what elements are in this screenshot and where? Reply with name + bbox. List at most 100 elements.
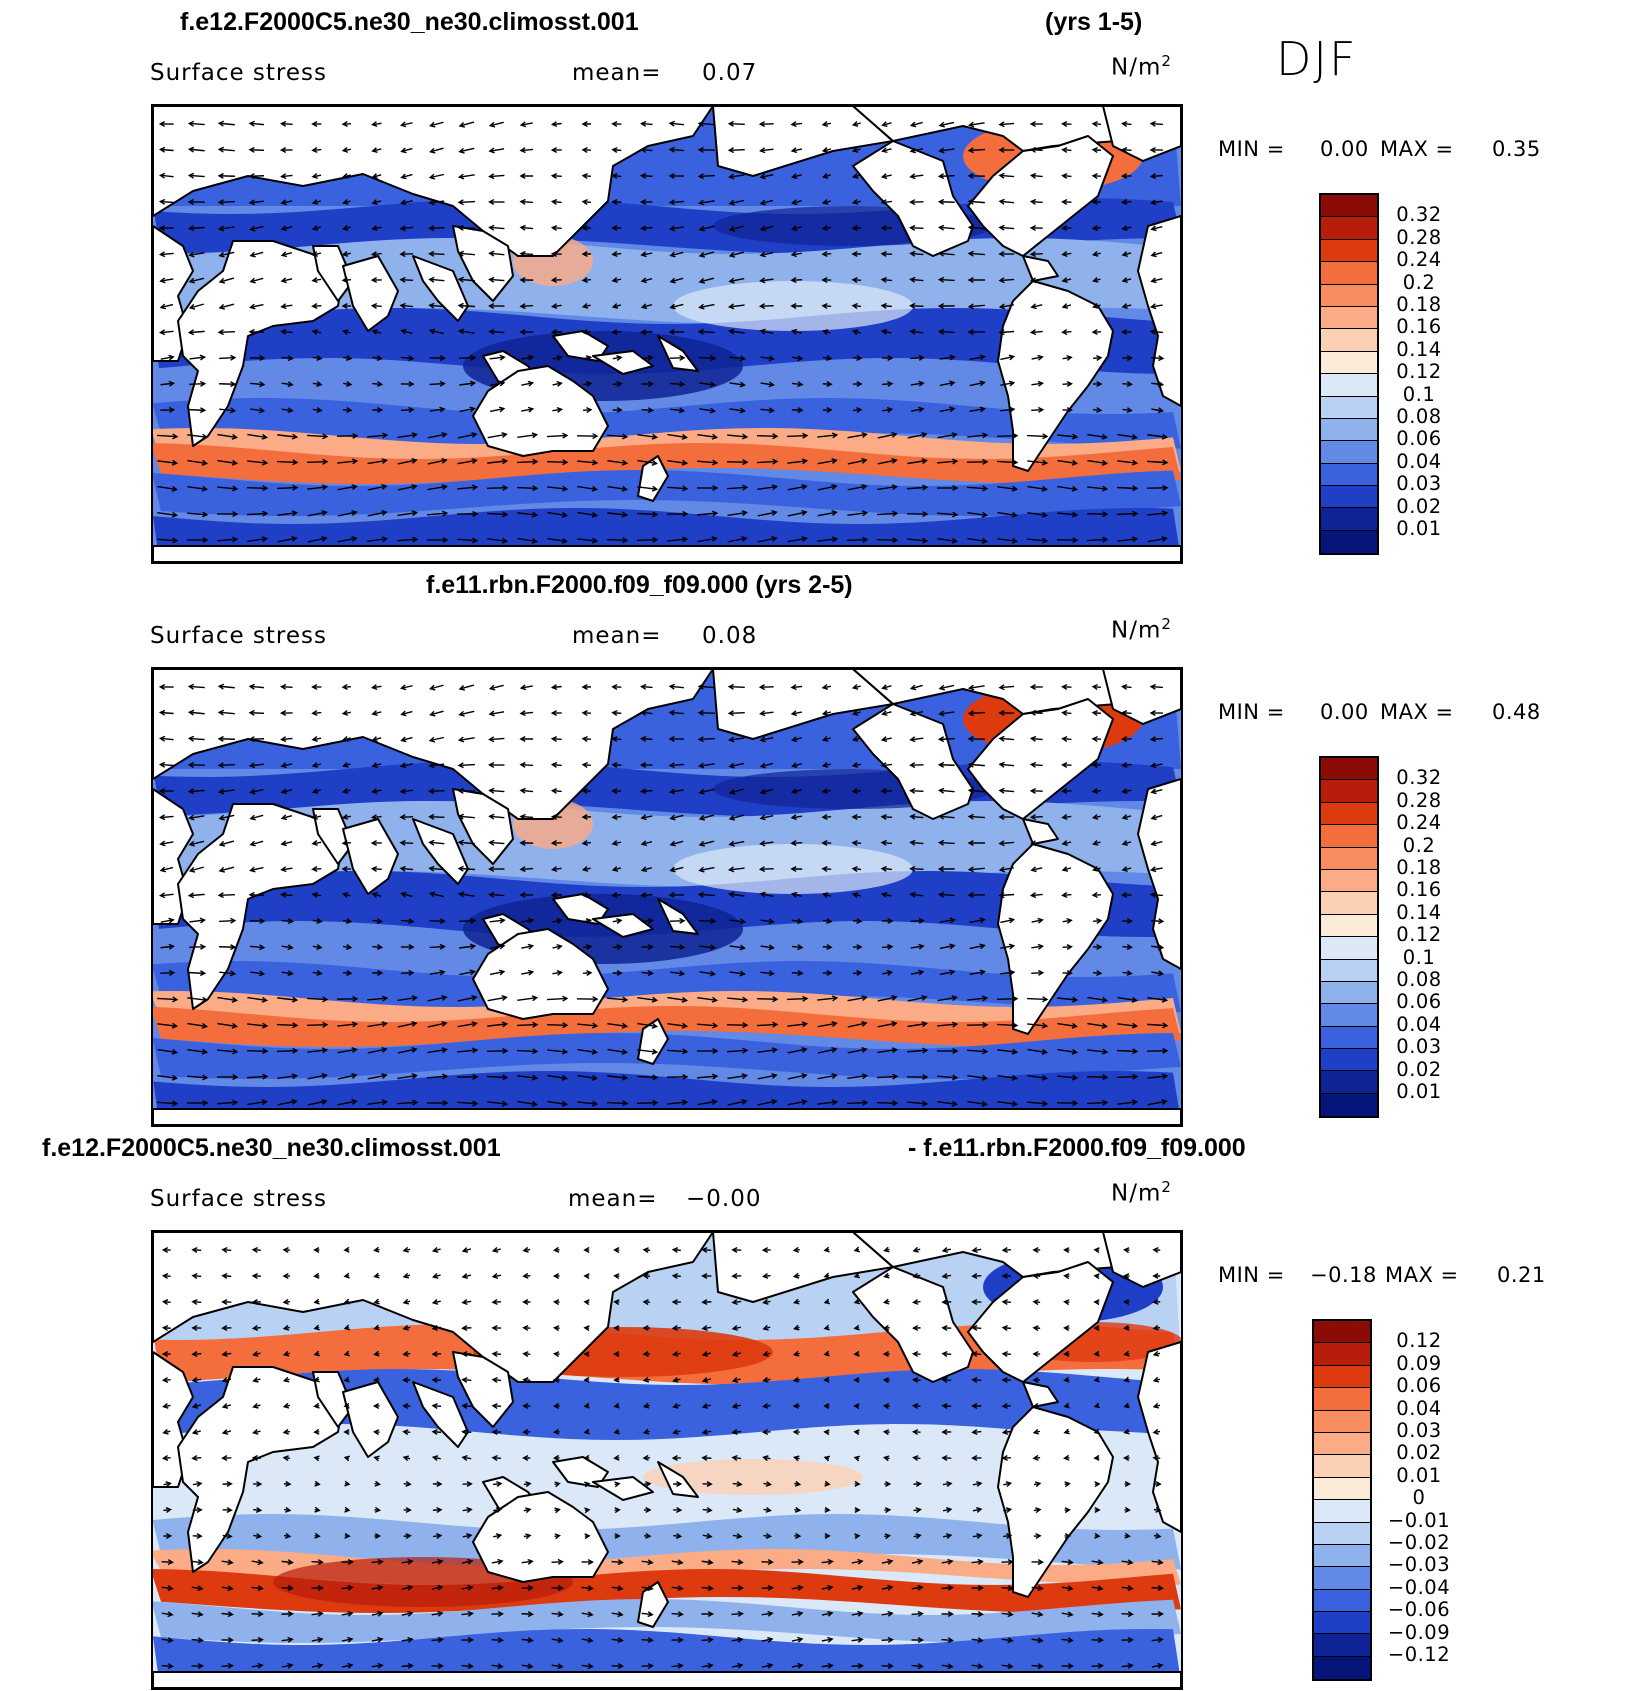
colorbar-swatch — [1314, 1321, 1370, 1344]
panel1-variable-label: Surface stress — [150, 60, 327, 86]
colorbar-swatch — [1314, 1455, 1370, 1478]
panel1-colorbar — [1319, 193, 1379, 556]
colorbar-swatch — [1321, 239, 1377, 263]
colorbar-swatch — [1321, 1004, 1377, 1027]
panel2-mean-value: 0.08 — [702, 623, 758, 649]
panel1-max-value: 0.35 — [1492, 137, 1541, 161]
colorbar-tick-label: 0.02 — [1396, 1057, 1442, 1081]
panel2-max-label: MAX = — [1380, 700, 1454, 724]
colorbar-tick-label: 0.02 — [1396, 494, 1442, 518]
panel2-map — [151, 667, 1183, 1127]
panel3-title-case-a: f.e12.F2000C5.ne30_ne30.climosst.001 — [42, 1134, 501, 1162]
panel1-max-label: MAX = — [1380, 137, 1454, 161]
colorbar-tick-label: 0.06 — [1396, 990, 1442, 1014]
panel1-units: N/m2 — [1111, 52, 1172, 81]
panel1-title-case: f.e12.F2000C5.ne30_ne30.climosst.001 — [180, 8, 639, 36]
colorbar-tick-label: −0.09 — [1387, 1620, 1451, 1644]
colorbar-swatch — [1314, 1612, 1370, 1635]
colorbar-tick-label: −0.01 — [1387, 1508, 1451, 1532]
panel1-map — [151, 104, 1183, 564]
colorbar-tick-label: 0.1 — [1402, 382, 1436, 406]
colorbar-tick-label: 0.04 — [1396, 1396, 1442, 1420]
colorbar-swatch — [1314, 1567, 1370, 1590]
colorbar-swatch — [1321, 463, 1377, 487]
colorbar-swatch — [1321, 351, 1377, 375]
panel1-title-years: (yrs 1-5) — [1045, 8, 1143, 36]
colorbar-swatch — [1321, 217, 1377, 240]
panel3-title-case-b: - f.e11.rbn.F2000.f09_f09.000 — [908, 1134, 1246, 1162]
colorbar-swatch — [1321, 396, 1377, 419]
colorbar-tick-label: 0.24 — [1396, 248, 1442, 272]
colorbar-swatch — [1321, 892, 1377, 915]
panel3-min-value: −0.18 — [1310, 1263, 1377, 1287]
colorbar-tick-label: 0.04 — [1396, 449, 1442, 473]
panel2-units: N/m2 — [1111, 615, 1172, 644]
colorbar-swatch — [1321, 1093, 1377, 1117]
colorbar-swatch — [1321, 1071, 1377, 1094]
colorbar-swatch — [1321, 914, 1377, 938]
colorbar-tick-label: 0.09 — [1396, 1351, 1442, 1375]
panel3-variable-label: Surface stress — [150, 1186, 327, 1212]
colorbar-swatch — [1321, 959, 1377, 982]
colorbar-tick-label: 0.24 — [1396, 811, 1442, 835]
season-label: DJF — [1276, 32, 1358, 86]
panel1-min-label: MIN = — [1218, 137, 1285, 161]
colorbar-swatch — [1314, 1656, 1370, 1680]
colorbar-swatch — [1321, 1049, 1377, 1072]
panel3-min-label: MIN = — [1218, 1263, 1285, 1287]
colorbar-swatch — [1321, 1026, 1377, 1050]
colorbar-swatch — [1314, 1477, 1370, 1501]
panel2-min-value: 0.00 — [1320, 700, 1369, 724]
colorbar-tick-label: 0.16 — [1396, 315, 1442, 339]
colorbar-tick-label: −0.04 — [1387, 1575, 1451, 1599]
colorbar-tick-label: 0.12 — [1396, 360, 1442, 384]
colorbar-tick-label: 0.06 — [1396, 427, 1442, 451]
colorbar-tick-label: 0.28 — [1396, 788, 1442, 812]
panel1-mean-label: mean= — [572, 60, 662, 86]
colorbar-swatch — [1314, 1544, 1370, 1568]
panel2-title-case: f.e11.rbn.F2000.f09_f09.000 (yrs 2-5) — [426, 571, 853, 599]
panel3-mean-label: mean= — [568, 1186, 658, 1212]
colorbar-tick-label: 0.16 — [1396, 878, 1442, 902]
panel3-max-value: 0.21 — [1497, 1263, 1546, 1287]
colorbar-tick-label: 0.08 — [1396, 405, 1442, 428]
colorbar-tick-label: 0.32 — [1396, 766, 1442, 790]
colorbar-swatch — [1314, 1388, 1370, 1411]
panel1-min-value: 0.00 — [1320, 137, 1369, 161]
colorbar-swatch — [1321, 486, 1377, 509]
colorbar-swatch — [1314, 1522, 1370, 1545]
colorbar-tick-label: 0.01 — [1396, 517, 1442, 540]
colorbar-swatch — [1321, 195, 1377, 218]
colorbar-tick-label: 0.08 — [1396, 968, 1442, 991]
colorbar-swatch — [1321, 780, 1377, 803]
colorbar-swatch — [1321, 418, 1377, 442]
colorbar-tick-label: 0.14 — [1396, 337, 1442, 361]
colorbar-swatch — [1314, 1343, 1370, 1366]
colorbar-swatch — [1314, 1365, 1370, 1389]
colorbar-tick-label: −0.03 — [1387, 1553, 1451, 1577]
colorbar-tick-label: 0.2 — [1402, 270, 1436, 294]
colorbar-tick-label: 0 — [1412, 1486, 1426, 1510]
colorbar-tick-label: 0.03 — [1396, 1035, 1442, 1059]
colorbar-tick-label: 0.03 — [1396, 472, 1442, 496]
colorbar-tick-label: 0.12 — [1396, 1329, 1442, 1353]
colorbar-tick-label: 0.18 — [1396, 293, 1442, 316]
colorbar-swatch — [1321, 284, 1377, 307]
colorbar-tick-label: 0.1 — [1402, 945, 1436, 969]
colorbar-swatch — [1314, 1634, 1370, 1657]
colorbar-swatch — [1314, 1410, 1370, 1433]
colorbar-tick-label: 0.18 — [1396, 856, 1442, 879]
colorbar-tick-label: 0.06 — [1396, 1374, 1442, 1398]
colorbar-swatch — [1321, 374, 1377, 397]
panel2-max-value: 0.48 — [1492, 700, 1541, 724]
colorbar-tick-label: 0.02 — [1396, 1441, 1442, 1465]
colorbar-tick-label: 0.28 — [1396, 225, 1442, 249]
panel2-colorbar — [1319, 756, 1379, 1119]
panel3-colorbar — [1312, 1319, 1372, 1682]
colorbar-swatch — [1321, 530, 1377, 554]
colorbar-swatch — [1321, 441, 1377, 464]
colorbar-tick-label: 0.14 — [1396, 900, 1442, 924]
colorbar-swatch — [1321, 802, 1377, 826]
colorbar-swatch — [1321, 937, 1377, 960]
colorbar-swatch — [1321, 306, 1377, 330]
